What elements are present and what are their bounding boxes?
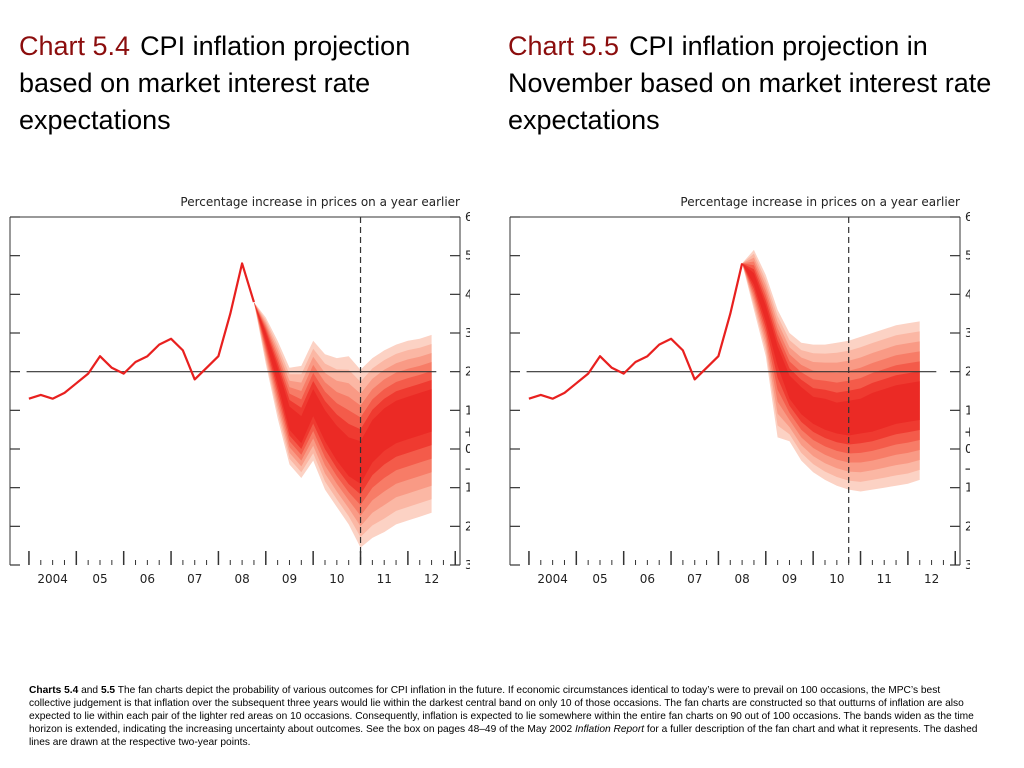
chart-5-5-x-tick-label: 07 xyxy=(687,572,702,586)
chart-5-4-y-tick-label: 3 xyxy=(465,558,470,572)
footnote-text-1: The fan charts depict the probability of… xyxy=(29,685,974,735)
chart-5-4-x-tick-label: 07 xyxy=(187,572,202,586)
footnote-bold-lead-2: 5.5 xyxy=(100,685,116,696)
chart-5-4-x-tick-label: 06 xyxy=(140,572,155,586)
chart-5-5-y-tick-label: 3 xyxy=(965,558,970,572)
chart-5-4-y-tick-label: 3 xyxy=(465,326,470,340)
chart-5-4-subtitle: Percentage increase in prices on a year … xyxy=(180,195,460,209)
chart-5-4-x-tick-label: 12 xyxy=(424,572,439,586)
chart-5-5-fan-chart: Percentage increase in prices on a year … xyxy=(509,195,970,586)
chart-5-4-y-tick-label: 2 xyxy=(465,365,470,379)
chart-5-4-y-tick-label: 5 xyxy=(465,249,470,263)
chart-5-5-fan-band-1 xyxy=(742,263,920,436)
chart-5-4-fan-chart: Percentage increase in prices on a year … xyxy=(9,195,470,586)
chart-5-4-x-tick-label: 08 xyxy=(234,572,249,586)
chart-5-5-x-tick-label: 08 xyxy=(734,572,749,586)
chart-5-4-plus-sign: + xyxy=(464,425,470,441)
chart-5-5-y-tick-label: 1 xyxy=(965,481,970,495)
chart-5-5-x-tick-label: 05 xyxy=(592,572,607,586)
chart-5-5-x-tick-label: 2004 xyxy=(537,572,568,586)
chart-5-4-number: Chart 5.4 xyxy=(19,31,131,61)
chart-5-4-y-tick-label: 2 xyxy=(465,519,470,533)
chart-5-4-y-tick-label: 0 xyxy=(465,442,470,456)
footnote-italic-title: Inflation Report xyxy=(574,724,645,735)
chart-5-5-y-tick-label: 1 xyxy=(965,403,970,417)
chart-5-5-title: Chart 5.5 CPI inflation projection in Nov… xyxy=(508,28,1013,139)
chart-5-5-y-tick-label: 4 xyxy=(965,287,970,301)
chart-5-5-y-tick-label: 3 xyxy=(965,326,970,340)
chart-5-4-minus-sign: − xyxy=(464,461,470,477)
chart-5-5-y-tick-label: 6 xyxy=(965,210,970,224)
chart-5-4-x-tick-label: 10 xyxy=(329,572,344,586)
chart-5-5-y-tick-label: 2 xyxy=(965,519,970,533)
chart-5-5-x-tick-label: 09 xyxy=(782,572,797,586)
chart-5-4-history-line xyxy=(28,262,255,400)
chart-5-4-y-tick-label: 1 xyxy=(465,403,470,417)
chart-5-5-number: Chart 5.5 xyxy=(508,31,620,61)
chart-5-5-x-tick-label: 06 xyxy=(640,572,655,586)
chart-5-5-title-text: CPI inflation projection in November bas… xyxy=(508,31,992,135)
chart-5-5-subtitle: Percentage increase in prices on a year … xyxy=(680,195,960,209)
chart-5-5-plus-sign: + xyxy=(964,425,970,441)
footnote-text-2: for a fuller description of the fan char… xyxy=(29,724,978,748)
chart-5-4-title: Chart 5.4 CPI inflation projection based … xyxy=(19,28,459,139)
chart-footnote: Charts 5.4 and 5.5 The fan charts depict… xyxy=(29,684,979,749)
chart-5-4-title-text: CPI inflation projection based on market… xyxy=(19,31,411,135)
chart-5-5-x-tick-label: 12 xyxy=(924,572,939,586)
chart-5-4-x-tick-label: 09 xyxy=(282,572,297,586)
chart-5-5-x-tick-label: 11 xyxy=(877,572,892,586)
chart-5-5-y-tick-label: 0 xyxy=(965,442,970,456)
chart-5-5-x-tick-label: 10 xyxy=(829,572,844,586)
chart-5-4-x-tick-label: 05 xyxy=(92,572,107,586)
footnote-and: and xyxy=(78,685,101,696)
chart-5-5-minus-sign: − xyxy=(964,461,970,477)
footnote-bold-lead: Charts 5.4 xyxy=(29,685,79,696)
chart-5-4-fan-band-1 xyxy=(253,302,432,484)
chart-5-4-y-tick-label: 4 xyxy=(465,287,470,301)
chart-5-4-x-tick-label: 11 xyxy=(377,572,392,586)
chart-5-5-history-line xyxy=(528,263,744,400)
chart-5-4-y-tick-label: 1 xyxy=(465,481,470,495)
chart-5-4-x-tick-label: 2004 xyxy=(37,572,68,586)
chart-5-5-y-tick-label: 5 xyxy=(965,249,970,263)
chart-5-4-y-tick-label: 6 xyxy=(465,210,470,224)
chart-5-5-y-tick-label: 2 xyxy=(965,365,970,379)
